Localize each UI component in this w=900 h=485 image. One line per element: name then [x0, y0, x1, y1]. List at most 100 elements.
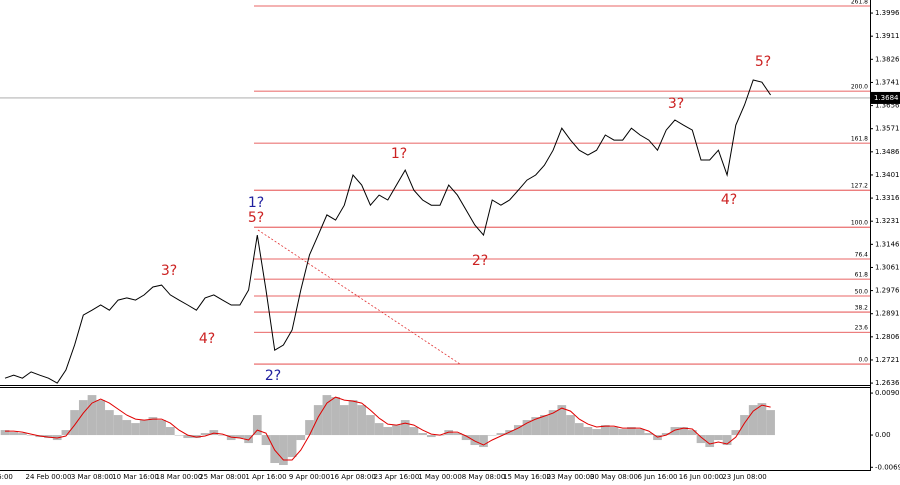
x-tick-label: 3 Mar 08:00 [71, 473, 113, 481]
wave-label: 5? [755, 54, 771, 70]
histogram-bar [183, 435, 193, 439]
histogram-bar [313, 405, 323, 436]
histogram-bar [722, 435, 732, 446]
histogram-bar [461, 435, 471, 441]
histogram-bar [453, 433, 462, 436]
histogram-bar [357, 405, 367, 436]
histogram-bar [139, 420, 149, 436]
fib-label: 127.2 [851, 183, 868, 190]
wave-label: 1? [248, 195, 264, 211]
y-tick-label: 1.2806 [875, 333, 900, 341]
x-tick-label: 1 Apr 16:00 [245, 473, 286, 481]
histogram-bar [383, 427, 393, 436]
histogram-bar [0, 430, 10, 436]
histogram-bar [687, 430, 697, 436]
x-tick-label: 15 May 16:00 [503, 473, 551, 481]
fib-label: 200.0 [851, 84, 868, 91]
histogram-bar [661, 433, 671, 436]
x-tick-label: 23 Jun 08:00 [722, 473, 766, 481]
histogram-bar [261, 435, 271, 446]
fib-label: 61.8 [855, 272, 869, 279]
histogram-bar [670, 427, 680, 436]
histogram-bar [574, 423, 584, 436]
y-tick-label: 0.00901 [875, 389, 900, 397]
fib-label: 38.2 [855, 305, 869, 312]
histogram-bar [679, 427, 688, 436]
fib-label: 161.8 [851, 136, 868, 143]
histogram-bar [566, 415, 575, 436]
histogram-bar [766, 410, 775, 436]
y-tick-label: 1.3146 [875, 240, 900, 248]
histogram-bar [540, 415, 549, 436]
histogram-bar [70, 410, 79, 436]
wave-label: 4? [721, 192, 737, 208]
x-tick-label: 25 Mar 08:00 [199, 473, 246, 481]
histogram-bar [374, 423, 384, 436]
fib-label: 0.0 [858, 357, 868, 364]
histogram-bar [348, 400, 358, 436]
y-tick-label: 1.2721 [875, 356, 900, 364]
histogram-bar [400, 420, 410, 436]
histogram-bar [583, 427, 593, 436]
x-tick-label: 18 Mar 00:00 [156, 473, 203, 481]
wave-label: 4? [199, 331, 215, 347]
histogram-bar [122, 420, 132, 436]
histogram-bar [731, 430, 741, 436]
histogram-bar [600, 425, 610, 436]
histogram-bar [531, 417, 541, 436]
histogram-bar [331, 397, 340, 436]
histogram-bar [61, 430, 71, 436]
y-tick-label: -0.00692 [875, 463, 900, 471]
histogram-bar [705, 435, 715, 448]
histogram-bar [392, 425, 401, 436]
wave-label: 2? [472, 253, 488, 269]
histogram-bar [78, 400, 88, 436]
x-tick-label: 1 May 00:00 [418, 473, 462, 481]
x-tick-label: 23 Apr 16:00 [374, 473, 420, 481]
histogram-bar [87, 395, 97, 436]
histogram-bar [635, 429, 645, 436]
histogram-bar [740, 415, 749, 436]
y-tick-label: 1.3911 [875, 32, 900, 40]
histogram-bar [487, 435, 497, 436]
histogram-bar [200, 433, 210, 436]
fib-label: 100.0 [851, 220, 868, 227]
histogram-bar [96, 400, 106, 436]
x-tick-label: 30 May 08:00 [590, 473, 638, 481]
histogram-bar [426, 435, 436, 438]
fib-label: 261.8 [851, 0, 868, 5]
histogram-bar [496, 433, 506, 436]
histogram-bar [609, 427, 619, 436]
histogram-bar [470, 435, 480, 446]
wave-label: 5? [248, 210, 264, 226]
y-tick-label: 1.3231 [875, 217, 900, 225]
histogram-bar [339, 405, 349, 436]
y-tick-label: 1.3656 [875, 102, 900, 110]
x-tick-label: 24 Feb 00:00 [26, 473, 72, 481]
wave-label: 2? [265, 368, 281, 384]
trend-line [257, 229, 461, 365]
current-price-label: 1.3684 [874, 94, 899, 102]
signal-line [5, 396, 771, 461]
histogram-bar [235, 435, 245, 439]
histogram-bar [148, 417, 158, 436]
histogram-bar [479, 435, 488, 448]
histogram-bar [627, 427, 636, 436]
histogram-bar [366, 415, 375, 436]
wave-label: 3? [161, 263, 177, 279]
x-tick-label: 8 May 08:00 [462, 473, 506, 481]
wave-label: 3? [668, 96, 684, 112]
histogram-bar [105, 410, 114, 436]
x-tick-label: 9 Apr 00:00 [289, 473, 330, 481]
current-price-box [871, 91, 900, 104]
y-tick-label: 1.3486 [875, 148, 900, 156]
histogram-bar [279, 435, 288, 466]
wave-label: 1? [391, 146, 407, 162]
histogram-bar [418, 433, 427, 436]
histogram-bar [557, 405, 567, 436]
fib-label: 76.4 [855, 252, 869, 259]
x-tick-label: 16 Jun 00:00 [679, 473, 723, 481]
x-tick-label: 16 Apr 08:00 [330, 473, 376, 481]
histogram-bar [244, 435, 253, 444]
